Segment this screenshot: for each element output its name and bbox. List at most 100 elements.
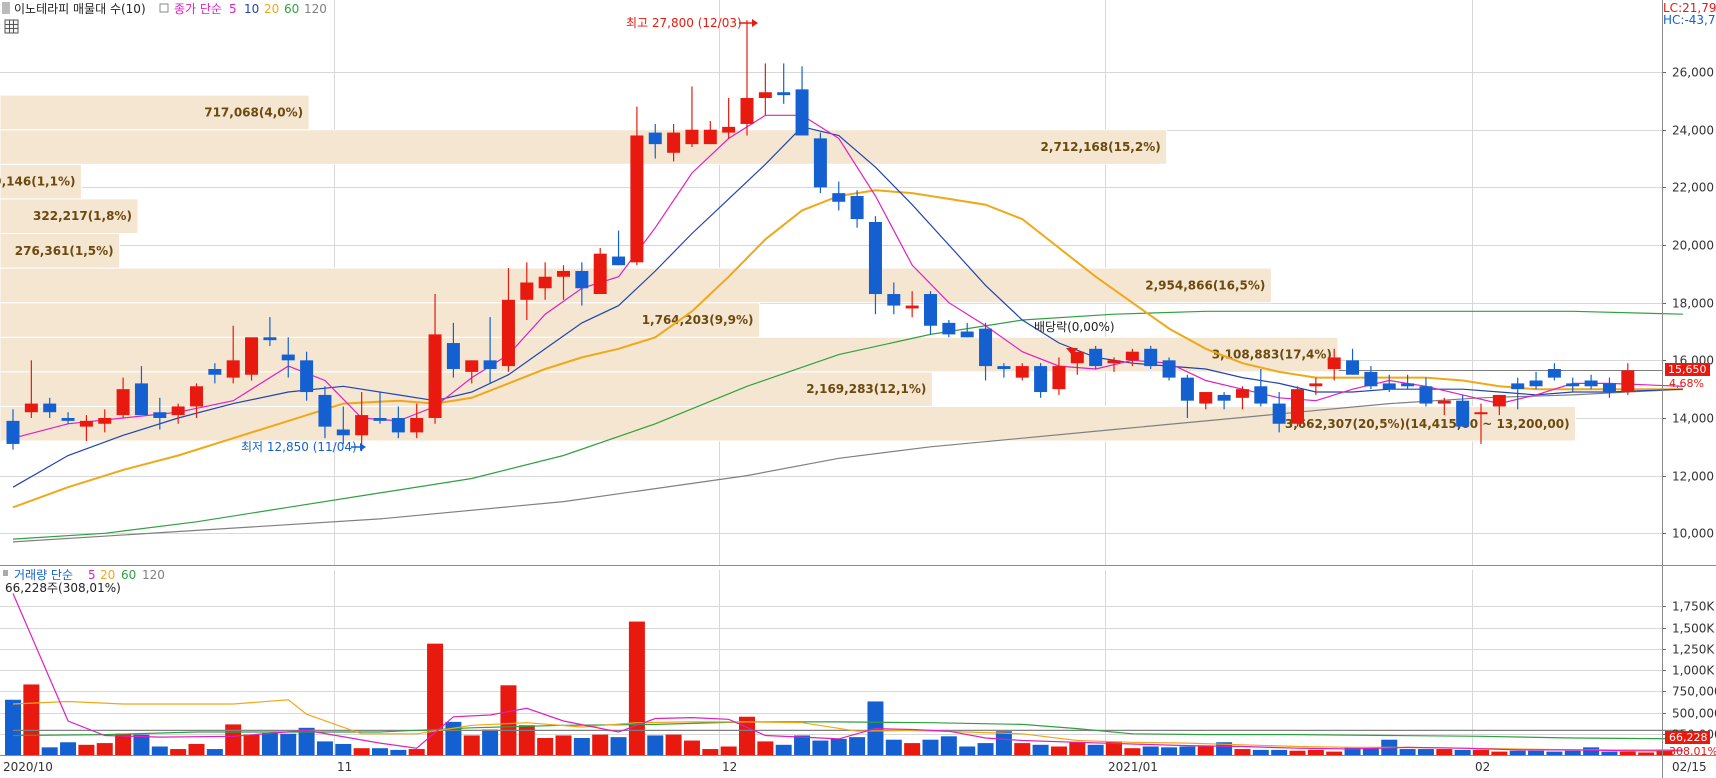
candle: [997, 363, 1011, 378]
volume-bar: [1032, 744, 1049, 755]
candle-body: [6, 420, 20, 444]
legend-marker-icon: [2, 2, 10, 14]
candle-body: [483, 360, 497, 369]
volume-bar: [298, 727, 315, 755]
volume-bar: [940, 736, 957, 755]
volume-bar: [959, 746, 976, 755]
volume-bar: [1417, 749, 1434, 755]
volume-bar: [1069, 742, 1086, 755]
candle-body: [1107, 360, 1121, 364]
candle: [575, 262, 589, 306]
vol-ma120-label: 120: [142, 568, 165, 582]
volume-bar: [243, 734, 260, 755]
candle-body: [1162, 360, 1176, 378]
candle-body: [1052, 366, 1066, 390]
candle: [557, 265, 570, 300]
candle-body: [1034, 366, 1048, 393]
volume-bar: [1509, 750, 1526, 755]
candle: [1346, 348, 1360, 375]
candle: [1217, 392, 1231, 410]
volume-bar: [151, 746, 168, 755]
grid-toggle-icon[interactable]: [4, 19, 19, 34]
candle: [777, 63, 791, 104]
candle-body: [1456, 400, 1470, 427]
volume-bar: [885, 739, 902, 755]
candle-body: [190, 386, 203, 407]
ma5-label: 5: [229, 2, 237, 16]
candle: [1437, 397, 1451, 416]
volume-profile-band: [0, 302, 761, 338]
candle-body: [1015, 366, 1029, 378]
candle: [1419, 377, 1433, 407]
candle: [703, 121, 717, 145]
volume-bar: [1528, 750, 1545, 755]
candle-body: [1235, 389, 1249, 398]
high-annotation: 최고 27,800 (12/03): [626, 16, 758, 30]
candle-body: [795, 89, 809, 136]
volume-bar: [23, 684, 40, 755]
candle-body: [1346, 360, 1360, 375]
indicator-title: 이노테라피 매물대 수(10): [14, 2, 146, 16]
candle: [1621, 363, 1635, 395]
volume-bar: [1473, 749, 1489, 755]
candle: [226, 325, 240, 384]
volume-bar: [665, 734, 682, 755]
candle: [1162, 357, 1176, 381]
volume-bar: [390, 749, 407, 755]
candle-body: [245, 337, 259, 375]
candle: [61, 412, 75, 424]
volume-bar: [628, 621, 645, 755]
candle-body: [1511, 383, 1525, 390]
volume-bar: [1399, 749, 1416, 755]
candle: [1254, 368, 1268, 407]
volume-tag: 66,228: [1665, 731, 1710, 744]
date-tick-label: 11: [337, 760, 352, 774]
volume-bar: [830, 738, 847, 755]
candle-body: [758, 92, 772, 99]
volume-moving-averages: [12, 593, 1683, 752]
volume-title: 거래량 단순: [14, 568, 73, 582]
volume-bar: [849, 737, 866, 755]
volume-bar: [1454, 749, 1471, 755]
volume-bar: [500, 685, 517, 755]
volume-bar: [1656, 749, 1673, 755]
candle: [245, 337, 259, 381]
date-tick-label: 02: [1475, 760, 1490, 774]
svg-text:66,228: 66,228: [1669, 731, 1708, 744]
candle-body: [1382, 383, 1396, 390]
candle-body: [24, 403, 38, 413]
ma-line-120: [12, 388, 1683, 543]
candle: [685, 86, 699, 148]
legend-toggle-icon[interactable]: [159, 3, 169, 13]
change-pct-label: 4,68%: [1669, 377, 1704, 390]
volume-profile: 3,662,307(20,5%)(14,415,00 ~ 13,200,00) 2…: [0, 94, 1577, 442]
price-tick-label: 10,000: [1672, 527, 1714, 541]
ma-line-10: [12, 126, 1683, 488]
volume-bar: [1289, 750, 1306, 755]
candle-body: [557, 270, 570, 277]
candle: [612, 230, 626, 266]
volume-profile-label: 1,764,203(9,9%): [642, 313, 754, 327]
candle-body: [1401, 383, 1415, 387]
price-tick-label: 20,000: [1672, 239, 1714, 253]
price-tick-label: 24,000: [1672, 124, 1714, 138]
candle-body: [868, 221, 882, 295]
volume-bar: [1564, 750, 1581, 755]
candle: [1327, 348, 1341, 381]
volume-bar: [60, 742, 77, 755]
volume-bar: [1271, 749, 1288, 755]
candle-body: [722, 126, 736, 133]
candle-body: [373, 417, 387, 421]
candle-body: [1602, 383, 1616, 393]
volume-profile-band: [0, 371, 933, 407]
candle-body: [593, 253, 607, 295]
candle-body: [1217, 394, 1231, 401]
candle-body: [575, 270, 589, 289]
volume-profile-band: [0, 163, 82, 200]
candle-body: [887, 294, 901, 306]
volume-bar: [555, 735, 572, 755]
candle-body: [832, 193, 846, 202]
date-axis: 2020/10 11 12 2021/01 02 02/15: [0, 755, 1716, 774]
candle-body: [777, 92, 791, 96]
candle: [758, 63, 772, 116]
